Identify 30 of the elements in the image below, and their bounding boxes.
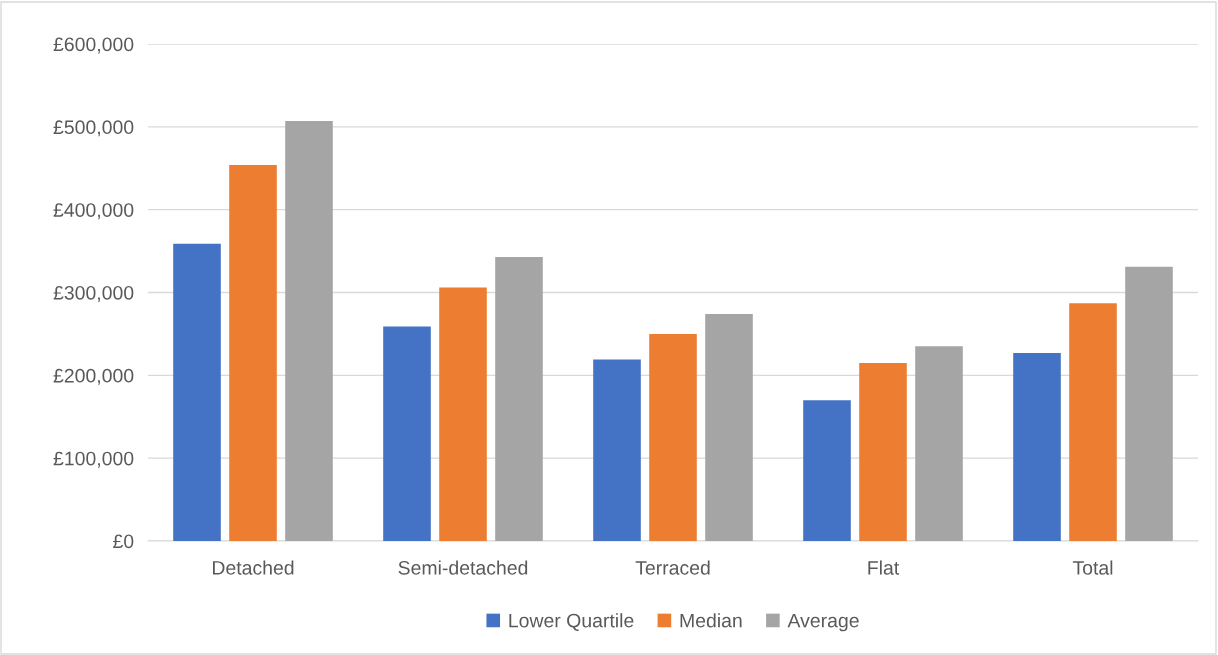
- y-tick-label: £100,000: [53, 451, 134, 468]
- y-tick-label: £300,000: [53, 285, 134, 303]
- bar: [285, 121, 333, 541]
- bar: [1069, 303, 1117, 541]
- legend-label: Median: [680, 613, 742, 628]
- bar: [803, 400, 851, 541]
- bar: [915, 346, 963, 541]
- y-tick-label: £500,000: [53, 120, 134, 137]
- bar: [649, 333, 697, 541]
- legend-label: Average: [787, 613, 859, 632]
- bar: [439, 287, 487, 541]
- bar: [383, 326, 431, 541]
- y-tick-label: £0: [113, 534, 134, 549]
- x-tick-label: Detached: [212, 560, 294, 575]
- y-tick-label: £400,000: [53, 203, 134, 220]
- bar: [859, 362, 907, 541]
- bar: [1013, 352, 1061, 541]
- bar: [229, 164, 277, 541]
- x-tick-label: Flat: [868, 560, 900, 575]
- y-tick-label: £200,000: [53, 368, 134, 385]
- x-tick-label: Terraced: [635, 560, 710, 575]
- x-tick-label: Semi-detached: [398, 560, 528, 575]
- bar: [705, 314, 753, 541]
- bar: [495, 256, 543, 541]
- bar: [1125, 266, 1173, 541]
- y-tick-label: £600,000: [53, 37, 134, 54]
- bar: [173, 243, 221, 541]
- bar: [593, 359, 641, 541]
- x-tick-label: Total: [1072, 560, 1113, 575]
- legend-label: Lower Quartile: [509, 613, 634, 631]
